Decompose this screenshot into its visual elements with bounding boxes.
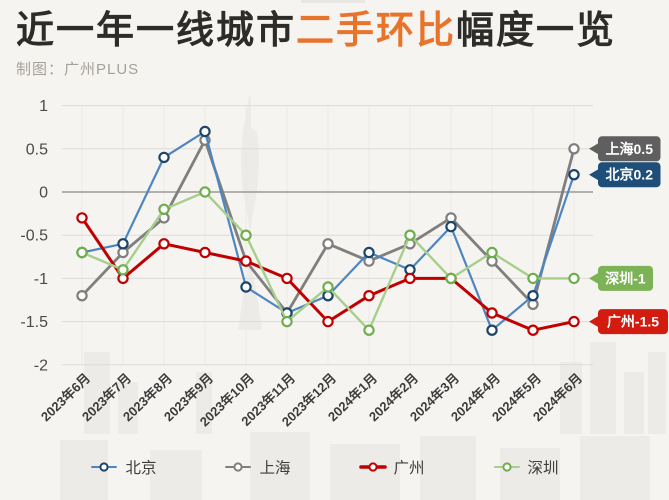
legend-marker-shenzhen (493, 462, 520, 472)
data-point-shenzhen (76, 246, 88, 259)
data-point-shenzhen (404, 229, 416, 241)
data-point-beijing (486, 324, 498, 336)
data-point-guangzhou (527, 324, 539, 336)
watermark-building (118, 382, 138, 434)
watermark-building (500, 448, 560, 500)
data-point-beijing (117, 238, 129, 250)
top-edge-artifact (301, 0, 365, 3)
end-label-shanghai: 上海0.5 (589, 136, 661, 162)
data-point-beijing (158, 151, 170, 164)
data-point-beijing (527, 290, 539, 302)
title-suffix: 幅度一览 (456, 10, 617, 52)
data-point-shenzhen (568, 272, 580, 285)
title-prefix: 近一年一线城市 (16, 10, 297, 52)
watermark-building (590, 342, 616, 434)
title-highlight: 二手环比 (296, 10, 457, 52)
end-label-text-shanghai: 上海0.5 (606, 141, 654, 157)
data-point-guangzhou (404, 272, 416, 285)
data-point-beijing (568, 168, 580, 181)
legend-label-shanghai: 上海 (259, 460, 291, 477)
watermark-building (330, 444, 400, 500)
end-label-text-guangzhou: 广州-1.5 (607, 314, 659, 330)
data-point-shenzhen (445, 272, 457, 285)
end-label-text-shenzhen: 深圳-1 (605, 270, 646, 286)
chart-legend: 北京 上海 广州 深圳 (0, 456, 659, 478)
watermark-building (560, 362, 582, 434)
legend-marker-beijing (91, 462, 118, 472)
data-point-shenzhen (281, 315, 293, 328)
data-point-guangzhou (199, 246, 211, 259)
y-tick-label: 1 (39, 98, 48, 115)
legend-label-guangzhou: 广州 (393, 460, 425, 477)
data-point-shenzhen (158, 203, 170, 215)
data-point-guangzhou (240, 255, 252, 267)
data-point-shenzhen (117, 264, 129, 276)
y-tick-label: 0.5 (26, 141, 48, 158)
legend-marker-guangzhou (358, 462, 387, 472)
y-axis-labels: 1 0.5 0 -0.5 -1 -1.5 -2 (20, 98, 48, 374)
background-watermark (60, 0, 666, 500)
chart-credit: 制图：广州PLUS (16, 60, 140, 78)
chart-header: 近一年一线城市二手环比幅度一览 制图：广州PLUS (16, 10, 656, 79)
data-point-guangzhou (322, 315, 334, 328)
end-label-beijing: 北京0.2 (589, 162, 661, 188)
y-tick-label: -1 (34, 271, 48, 288)
legend-item-beijing: 北京 (90, 456, 156, 478)
data-point-shenzhen (240, 229, 252, 241)
watermark-building (84, 352, 110, 434)
end-label-guangzhou: 广州-1.5 (589, 309, 668, 335)
legend-item-shenzhen: 深圳 (493, 456, 559, 478)
series-shenzhen (76, 186, 580, 336)
end-label-text-beijing: 北京0.2 (606, 167, 654, 183)
data-point-guangzhou (158, 238, 170, 250)
legend-label-shenzhen: 深圳 (527, 460, 559, 477)
data-point-guangzhou (76, 212, 88, 224)
data-point-shanghai (568, 143, 580, 155)
legend-marker-shanghai (225, 462, 252, 472)
watermark-building (196, 372, 212, 434)
watermark-building (150, 450, 202, 500)
legend-item-shanghai: 上海 (224, 456, 291, 478)
legend-label-beijing: 北京 (125, 460, 157, 477)
page-title: 近一年一线城市二手环比幅度一览 (16, 10, 656, 54)
data-point-shanghai (76, 290, 88, 302)
watermark-building (580, 436, 650, 500)
data-point-beijing (445, 220, 457, 233)
end-label-shenzhen: 深圳-1 (589, 265, 653, 291)
data-point-guangzhou (363, 290, 375, 302)
data-point-shanghai (322, 238, 334, 250)
data-point-guangzhou (568, 315, 580, 328)
y-tick-label: -1.5 (20, 314, 48, 331)
data-point-guangzhou (281, 272, 293, 285)
data-point-shenzhen (199, 186, 211, 198)
data-point-shenzhen (527, 272, 539, 285)
watermark-canton-tower (238, 96, 262, 330)
data-point-beijing (199, 125, 211, 138)
watermark-building (648, 352, 666, 434)
data-point-shenzhen (363, 324, 375, 336)
data-point-guangzhou (486, 307, 498, 319)
watermark-building (624, 372, 644, 434)
data-point-beijing (363, 246, 375, 259)
y-tick-label: -2 (34, 357, 48, 374)
data-point-shenzhen (322, 281, 334, 293)
watermark-building (250, 432, 310, 500)
data-point-beijing (240, 281, 252, 293)
y-tick-label: -0.5 (20, 228, 48, 245)
data-point-shenzhen (486, 246, 498, 259)
watermark-building (420, 436, 476, 500)
y-tick-label: 0 (39, 185, 48, 202)
horizontal-gridlines (62, 105, 593, 366)
watermark-building (60, 440, 108, 500)
legend-item-guangzhou: 广州 (358, 456, 425, 478)
